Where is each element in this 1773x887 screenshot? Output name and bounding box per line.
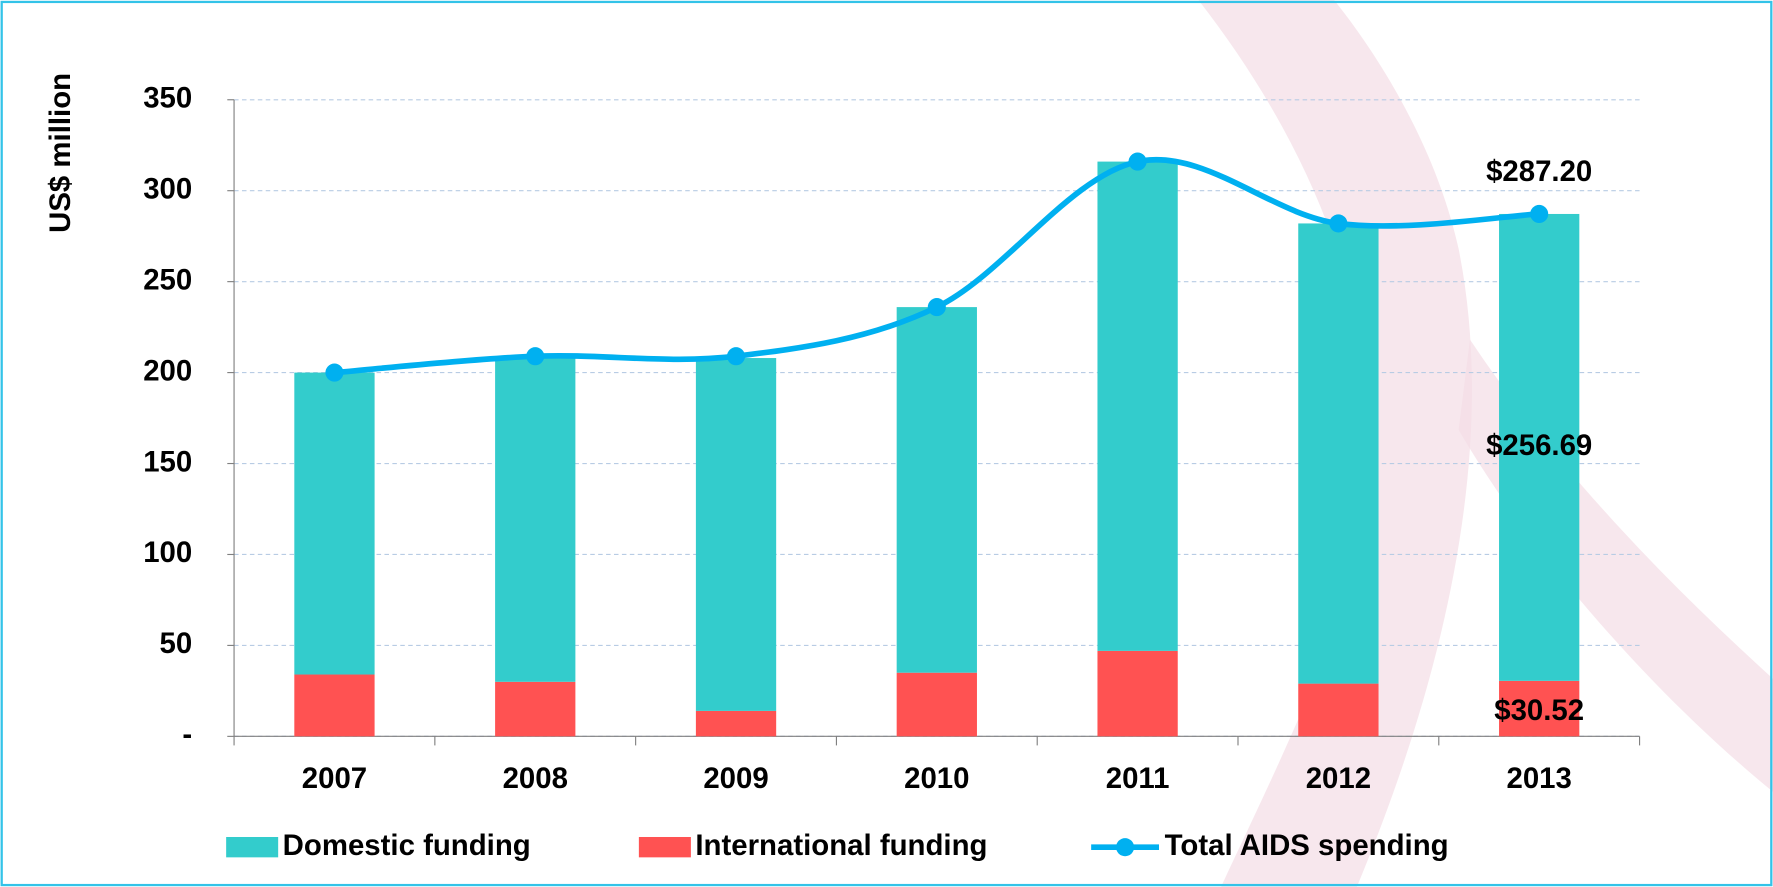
- y-tick-label: 300: [143, 172, 192, 205]
- legend-swatch: [638, 836, 691, 858]
- data-label: $30.52: [1494, 694, 1584, 727]
- bar-segment: [896, 672, 977, 737]
- line-marker: [927, 298, 946, 317]
- y-tick-label: 100: [143, 536, 192, 569]
- line-marker: [1329, 214, 1348, 233]
- x-tick-label: 2007: [302, 762, 367, 795]
- x-tick-label: 2009: [703, 762, 768, 795]
- line-marker: [726, 347, 746, 366]
- legend-label: International funding: [695, 829, 987, 862]
- y-tick-label: -: [182, 718, 192, 751]
- labels: - 50 100 150 200 250 300 350 2007 2008 2009 2010 201…: [143, 82, 1592, 796]
- x-tick-label: 2010: [904, 762, 969, 795]
- data-label: $287.20: [1486, 155, 1592, 188]
- x-tick-label: 2008: [503, 762, 568, 795]
- y-tick-label: 150: [143, 445, 192, 478]
- bar-segment: [1298, 223, 1379, 684]
- y-tick-label: 350: [143, 82, 192, 115]
- data-label: $256.69: [1486, 429, 1592, 462]
- x-tick-label: 2011: [1106, 762, 1170, 795]
- legend-label: Total AIDS spending: [1165, 829, 1449, 862]
- bar-segment: [896, 307, 977, 673]
- bar-segment: [695, 710, 777, 737]
- bar-segment: [294, 372, 375, 675]
- legend-swatch: [226, 836, 279, 858]
- y-axis-title: US$ million: [44, 73, 77, 233]
- y-tick-label: 50: [160, 627, 193, 660]
- line-marker: [526, 347, 545, 366]
- bar-segment: [1298, 683, 1379, 737]
- bar-segment: [1499, 213, 1580, 681]
- bar-segment: [1097, 650, 1178, 737]
- bar-segment: [495, 681, 576, 737]
- line-marker: [325, 363, 344, 382]
- line-marker: [1530, 204, 1549, 224]
- x-tick-label: 2013: [1506, 762, 1571, 795]
- legend: Domestic funding International funding Tot…: [226, 829, 1449, 862]
- legend-label: Domestic funding: [283, 829, 531, 862]
- bar-segment: [294, 674, 375, 737]
- legend-swatch: [1116, 838, 1135, 857]
- bars: [294, 161, 1580, 737]
- lines: [325, 152, 1549, 382]
- x-tick-label: 2012: [1306, 762, 1371, 795]
- bar-segment: [1097, 161, 1178, 651]
- line-marker: [1128, 152, 1147, 171]
- y-tick-label: 250: [143, 263, 192, 296]
- y-tick-label: 200: [143, 354, 192, 387]
- bar-segment: [1499, 680, 1580, 737]
- ribbon-decoration: [1198, 0, 1472, 887]
- bar-segment: [695, 358, 777, 711]
- bar-segment: [495, 358, 576, 682]
